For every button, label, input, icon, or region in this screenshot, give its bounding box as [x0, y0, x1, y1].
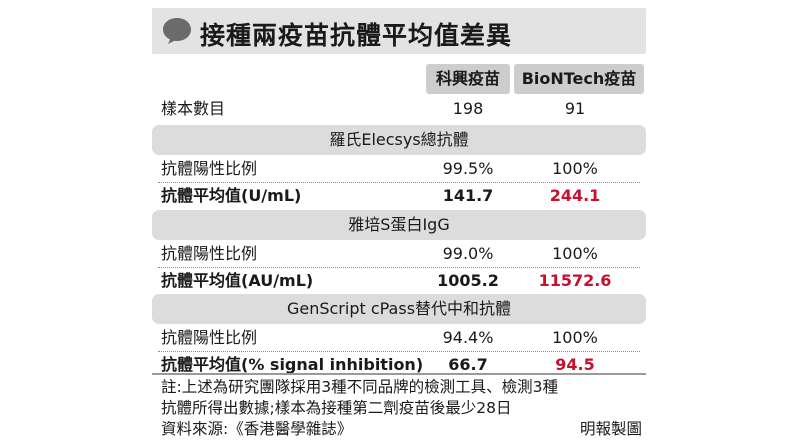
- infographic-card: 接種兩疫苗抗體平均值差異 科興疫苗 BioNTech疫苗 樣本數目 198 91…: [152, 8, 646, 440]
- column-header-sinovac: 科興疫苗: [426, 64, 510, 94]
- row-label: 抗體平均值(AU/mL): [161, 271, 314, 290]
- dotted-divider: [158, 182, 640, 183]
- footnote-line-1: 註:上述為研究團隊採用3種不同品牌的檢測工具、檢測3種: [161, 378, 558, 396]
- title-bar: 接種兩疫苗抗體平均值差異: [152, 8, 646, 54]
- value-biontech: 244.1: [549, 186, 601, 205]
- value-biontech: 91: [564, 99, 586, 118]
- row-label: 抗體陽性比例: [161, 159, 258, 178]
- table-row: 抗體陽性比例 99.5% 100%: [152, 156, 646, 182]
- table-row: 抗體平均值(AU/mL) 1005.2 11572.6: [152, 268, 646, 294]
- value-sinovac: 1005.2: [437, 271, 499, 290]
- row-label: 抗體陽性比例: [161, 328, 258, 347]
- credit-label: 明報製圖: [579, 420, 642, 438]
- value-biontech: 100%: [552, 244, 598, 263]
- value-sinovac: 94.4%: [442, 328, 494, 347]
- value-sinovac: 99.0%: [442, 244, 494, 263]
- table-row: 抗體平均值(% signal inhibition) 66.7 94.5: [152, 352, 646, 378]
- row-label: 抗體陽性比例: [161, 244, 258, 263]
- value-biontech: 100%: [552, 159, 598, 178]
- table-row: 抗體平均值(U/mL) 141.7 244.1: [152, 183, 646, 209]
- value-sinovac: 99.5%: [442, 159, 494, 178]
- value-sinovac: 66.7: [448, 355, 488, 374]
- value-sinovac: 141.7: [442, 186, 494, 205]
- dotted-divider: [158, 351, 640, 352]
- value-sinovac: 198: [452, 99, 484, 118]
- row-label: 抗體平均值(% signal inhibition): [161, 355, 424, 374]
- speech-bubble-icon: [163, 18, 191, 44]
- row-label: 抗體平均值(U/mL): [161, 186, 302, 205]
- table-row-sample-size: 樣本數目 198 91: [152, 96, 646, 122]
- footer-divider: [152, 373, 646, 375]
- value-biontech: 100%: [552, 328, 598, 347]
- page-title: 接種兩疫苗抗體平均值差異: [200, 21, 513, 50]
- section-header-genscript: GenScript cPass替代中和抗體: [152, 294, 646, 324]
- section-header-roche: 羅氏Elecsys總抗體: [152, 125, 646, 155]
- section-header-abbott: 雅培S蛋白IgG: [152, 210, 646, 240]
- table-row: 抗體陽性比例 99.0% 100%: [152, 241, 646, 267]
- footnote-line-2: 抗體所得出數據;樣本為接種第二劑疫苗後最少28日: [161, 399, 512, 417]
- column-header-biontech: BioNTech疫苗: [514, 64, 644, 94]
- value-biontech: 94.5: [555, 355, 595, 374]
- row-label: 樣本數目: [161, 99, 226, 118]
- value-biontech: 11572.6: [538, 271, 612, 290]
- dotted-divider: [158, 267, 640, 268]
- source-citation: 資料來源:《香港醫學雜誌》: [161, 420, 353, 438]
- table-row: 抗體陽性比例 94.4% 100%: [152, 325, 646, 351]
